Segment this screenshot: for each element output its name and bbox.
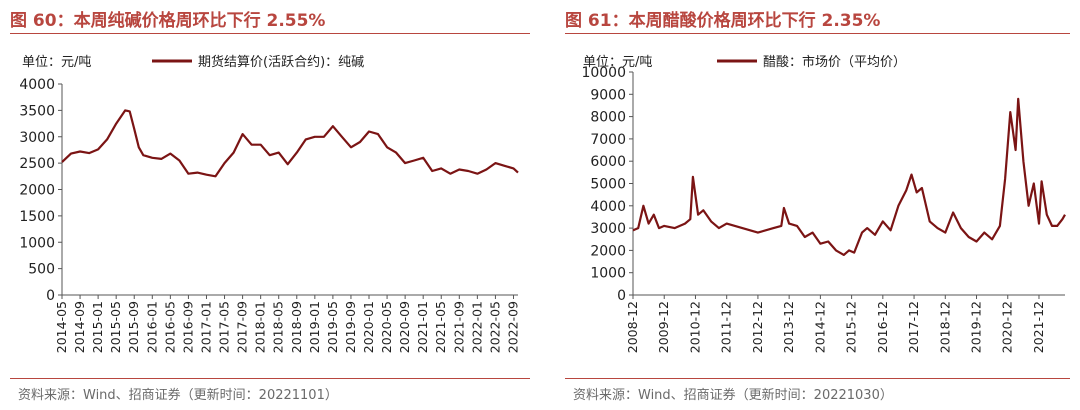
title-divider	[565, 33, 1070, 34]
x-tick-label: 2014-12	[812, 301, 827, 353]
x-tick-label: 2021-05	[433, 301, 448, 353]
x-tick-label: 2015-12	[844, 301, 859, 353]
y-tick-label: 3500	[19, 103, 55, 119]
y-tick-label: 2500	[19, 156, 55, 172]
y-tick-label: 4000	[19, 77, 55, 93]
x-tick-label: 2016-12	[875, 301, 890, 353]
y-tick-label: 4000	[590, 199, 626, 215]
x-tick-label: 2017-12	[906, 301, 921, 353]
x-tick-label: 2018-12	[937, 301, 952, 353]
x-tick-label: 2008-12	[625, 301, 640, 353]
x-tick-label: 2013-12	[781, 301, 796, 353]
y-tick-label: 0	[46, 288, 55, 304]
x-tick-label: 2018-01	[253, 301, 268, 353]
y-tick-label: 1000	[590, 266, 626, 282]
x-tick-label: 2022-09	[505, 301, 520, 353]
y-tick-label: 0	[617, 288, 626, 304]
unit-label: 单位：元/吨	[583, 55, 652, 70]
source-note: 资料来源：Wind、招商证券（更新时间：20221030）	[573, 388, 893, 403]
acetic-acid-price-chart: 单位：元/吨 醋酸：市场价（平均价） 0 1000 2000 3000 4000 5000 60…	[581, 54, 1066, 353]
y-tick-label: 2000	[590, 243, 626, 259]
x-tick-label: 2016-05	[162, 301, 177, 353]
x-tick-label: 2020-12	[1000, 301, 1015, 353]
figure-title: 图 61：本周醋酸价格周环比下行 2.35%	[565, 11, 881, 31]
x-tick-label: 2021-09	[451, 301, 466, 353]
series-line	[61, 109, 519, 178]
unit-label: 单位：元/吨	[22, 55, 91, 70]
source-note: 资料来源：Wind、招商证券（更新时间：20221101）	[18, 388, 338, 403]
x-tick-label: 2021-01	[415, 301, 430, 353]
x-tick-label: 2015-05	[108, 301, 123, 353]
x-tick-label: 2009-12	[656, 301, 671, 353]
series-line	[632, 97, 1066, 256]
y-tick-label: 6000	[590, 154, 626, 170]
x-tick-label: 2017-01	[198, 301, 213, 353]
y-tick-label: 2000	[19, 183, 55, 199]
x-tick-label: 2016-09	[180, 301, 195, 353]
y-tick-label: 3000	[590, 221, 626, 237]
x-tick-label: 2016-01	[144, 301, 159, 353]
soda-ash-price-chart: 单位：元/吨 期货结算价(活跃合约)：纯碱 0 500 1000 1500 2000 2500…	[19, 54, 520, 353]
source-divider	[10, 378, 530, 379]
x-tick-label: 2010-12	[687, 301, 702, 353]
y-tick-label: 1500	[19, 209, 55, 225]
y-tick-label: 7000	[590, 132, 626, 148]
y-tick-label: 3000	[19, 130, 55, 146]
source-divider	[565, 378, 1070, 379]
x-tick-label: 2015-09	[126, 301, 141, 353]
x-tick-label: 2014-05	[54, 301, 69, 353]
x-tick-label: 2015-01	[90, 301, 105, 353]
y-tick-label: 500	[28, 262, 55, 278]
title-divider	[10, 33, 530, 34]
x-tick-label: 2018-05	[271, 301, 286, 353]
x-tick-label: 2019-09	[343, 301, 358, 353]
y-tick-label: 8000	[590, 110, 626, 126]
x-tick-label: 2017-05	[217, 301, 232, 353]
x-tick-label: 2020-01	[361, 301, 376, 353]
x-tick-label: 2019-01	[307, 301, 322, 353]
x-tick-label: 2019-05	[325, 301, 340, 353]
x-tick-label: 2014-09	[72, 301, 87, 353]
figure-60-panel: 图 60：本周纯碱价格周环比下行 2.55% 单位：元/吨 期货结算价(活跃合约)…	[10, 11, 530, 403]
x-tick-label: 2022-05	[487, 301, 502, 353]
x-tick-label: 2017-09	[235, 301, 250, 353]
legend-label: 醋酸：市场价（平均价）	[763, 54, 906, 70]
x-tick-label: 2020-09	[397, 301, 412, 353]
x-tick-label: 2011-12	[719, 301, 734, 353]
figure-61-panel: 图 61：本周醋酸价格周环比下行 2.35% 单位：元/吨 醋酸：市场价（平均价）…	[555, 0, 1080, 410]
y-tick-label: 5000	[590, 177, 626, 193]
legend-label: 期货结算价(活跃合约)：纯碱	[198, 54, 364, 70]
x-tick-label: 2020-05	[379, 301, 394, 353]
y-tick-label: 10000	[581, 65, 626, 81]
x-tick-label: 2018-09	[289, 301, 304, 353]
x-tick-label: 2019-12	[969, 301, 984, 353]
figure-title: 图 60：本周纯碱价格周环比下行 2.55%	[10, 11, 326, 31]
x-tick-label: 2022-01	[469, 301, 484, 353]
y-tick-label: 9000	[590, 87, 626, 103]
x-tick-label: 2021-12	[1031, 301, 1046, 353]
x-tick-label: 2012-12	[750, 301, 765, 353]
y-tick-label: 1000	[19, 235, 55, 251]
